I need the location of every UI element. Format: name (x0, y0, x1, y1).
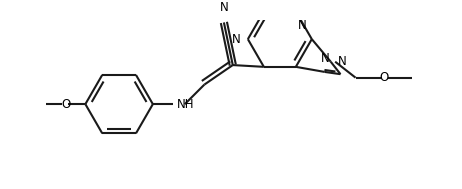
Text: NH: NH (177, 98, 195, 111)
Text: N: N (219, 1, 228, 14)
Text: N: N (338, 55, 346, 68)
Text: O: O (379, 71, 389, 84)
Text: N: N (321, 52, 329, 65)
Text: O: O (61, 98, 71, 111)
Text: N: N (298, 19, 306, 32)
Text: N: N (232, 33, 241, 46)
